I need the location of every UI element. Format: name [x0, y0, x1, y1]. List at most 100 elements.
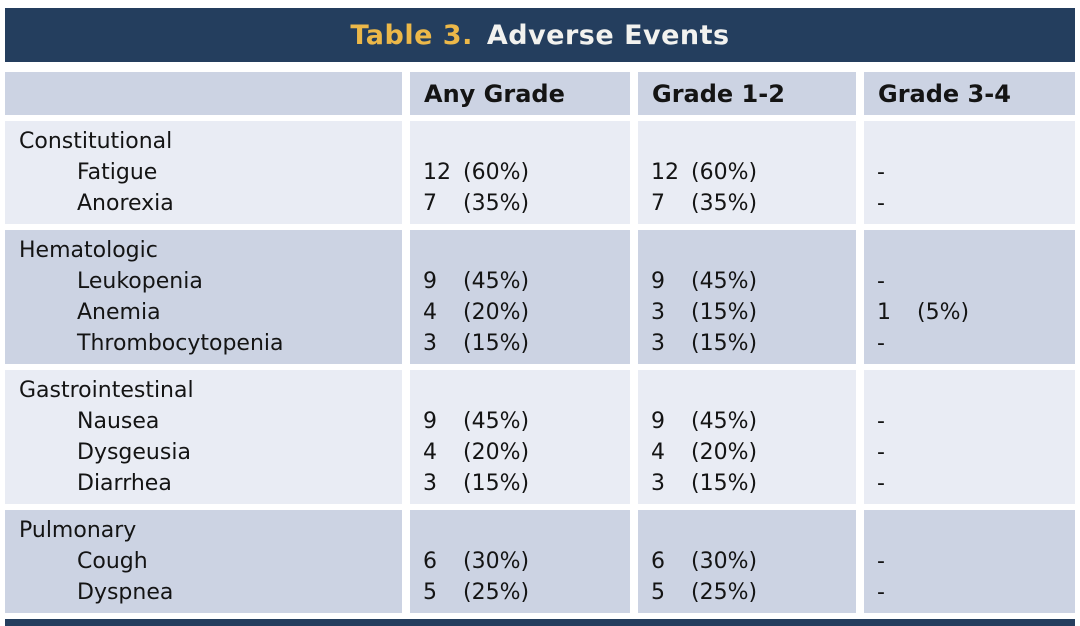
cell-any-grade: 9 (45%) [410, 266, 630, 297]
cell-grade-3-4: - [864, 577, 1075, 608]
percent: (35%) [463, 191, 530, 216]
cell-grade-3-4: 1 (5%) [864, 297, 1075, 328]
count: - [877, 160, 885, 185]
spacer [410, 375, 630, 406]
cell-grade-3-4: - [864, 328, 1075, 359]
cell-any-grade: 5 (25%) [410, 577, 630, 608]
row-label: Leukopenia [77, 269, 203, 294]
any-grade-column: 12 (60%) 7 (35%) [410, 121, 630, 224]
cell-grade-1-2: 3 (15%) [638, 328, 856, 359]
cell-grade-1-2: 6 (30%) [638, 546, 856, 577]
cell-grade-3-4: - [864, 437, 1075, 468]
count: 6 [651, 549, 665, 574]
spacer [864, 235, 1075, 266]
grade-3-4-column: - - - [864, 370, 1075, 504]
count: 12 [651, 160, 679, 185]
count: 4 [423, 300, 437, 325]
category-label: Gastrointestinal [19, 378, 194, 403]
column-header-label: Any Grade [424, 79, 565, 108]
count: - [877, 331, 885, 356]
category-label: Hematologic [19, 238, 158, 263]
percent: (15%) [691, 471, 758, 496]
cell-grade-1-2: 9 (45%) [638, 266, 856, 297]
spacer [864, 515, 1075, 546]
cell-grade-3-4: - [864, 157, 1075, 188]
count: 3 [423, 471, 437, 496]
count: 9 [423, 409, 437, 434]
count: 6 [423, 549, 437, 574]
header-cell-empty [5, 72, 402, 115]
count: 3 [651, 331, 665, 356]
count: 3 [423, 331, 437, 356]
category-label: Pulmonary [19, 518, 137, 543]
table-title-text: Adverse Events [486, 19, 730, 51]
count: - [877, 269, 885, 294]
percent: (30%) [463, 549, 530, 574]
count: 7 [423, 191, 437, 216]
percent: (45%) [691, 269, 758, 294]
spacer [638, 515, 856, 546]
percent: (5%) [917, 300, 970, 325]
section-pulmonary: Pulmonary Cough Dyspnea 6 (30%) 5 (25%) 6 (… [5, 510, 1075, 613]
header-cell-any-grade: Any Grade [410, 72, 630, 115]
spacer [410, 515, 630, 546]
percent: (15%) [463, 471, 530, 496]
cell-grade-1-2: 3 (15%) [638, 297, 856, 328]
cell-grade-3-4: - [864, 546, 1075, 577]
table-title-bar: Table 3. Adverse Events [5, 8, 1075, 62]
column-header-label: Grade 3-4 [878, 79, 1011, 108]
percent: (45%) [463, 409, 530, 434]
section-hematologic: Hematologic Leukopenia Anemia Thrombocyt… [5, 230, 1075, 364]
count: 1 [877, 300, 891, 325]
row-label: Diarrhea [77, 471, 172, 496]
grade-1-2-column: 12 (60%) 7 (35%) [638, 121, 856, 224]
header-cell-grade-1-2: Grade 1-2 [638, 72, 856, 115]
cell-grade-3-4: - [864, 406, 1075, 437]
label-column: Gastrointestinal Nausea Dysgeusia Diarrh… [5, 370, 402, 504]
any-grade-column: 6 (30%) 5 (25%) [410, 510, 630, 613]
percent: (15%) [463, 331, 530, 356]
cell-grade-1-2: 5 (25%) [638, 577, 856, 608]
spacer [410, 235, 630, 266]
count: - [877, 580, 885, 605]
row-label: Anorexia [77, 191, 174, 216]
any-grade-column: 9 (45%) 4 (20%) 3 (15%) [410, 230, 630, 364]
row-label: Anemia [77, 300, 161, 325]
spacer [638, 375, 856, 406]
percent: (60%) [463, 160, 530, 185]
cell-any-grade: 9 (45%) [410, 406, 630, 437]
cell-any-grade: 3 (15%) [410, 328, 630, 359]
count: 9 [651, 409, 665, 434]
spacer [638, 126, 856, 157]
row-label: Dysgeusia [77, 440, 191, 465]
percent: (15%) [691, 300, 758, 325]
percent: (20%) [463, 300, 530, 325]
row-label: Dyspnea [77, 580, 174, 605]
grade-3-4-column: - 1 (5%) - [864, 230, 1075, 364]
percent: (20%) [691, 440, 758, 465]
grade-1-2-column: 9 (45%) 4 (20%) 3 (15%) [638, 370, 856, 504]
cell-grade-1-2: 12 (60%) [638, 157, 856, 188]
section-constitutional: Constitutional Fatigue Anorexia 12 (60%) … [5, 121, 1075, 224]
percent: (45%) [691, 409, 758, 434]
cell-any-grade: 3 (15%) [410, 468, 630, 499]
spacer [638, 235, 856, 266]
percent: (15%) [691, 331, 758, 356]
spacer [864, 126, 1075, 157]
percent: (25%) [691, 580, 758, 605]
row-label: Thrombocytopenia [77, 331, 284, 356]
percent: (45%) [463, 269, 530, 294]
count: - [877, 440, 885, 465]
row-label: Fatigue [77, 160, 158, 185]
grade-3-4-column: - - [864, 121, 1075, 224]
count: 3 [651, 471, 665, 496]
label-column: Constitutional Fatigue Anorexia [5, 121, 402, 224]
cell-grade-3-4: - [864, 188, 1075, 219]
percent: (35%) [691, 191, 758, 216]
label-column: Pulmonary Cough Dyspnea [5, 510, 402, 613]
count: 9 [423, 269, 437, 294]
cell-grade-1-2: 9 (45%) [638, 406, 856, 437]
count: 4 [423, 440, 437, 465]
table-number-label: Table 3. [350, 19, 473, 51]
